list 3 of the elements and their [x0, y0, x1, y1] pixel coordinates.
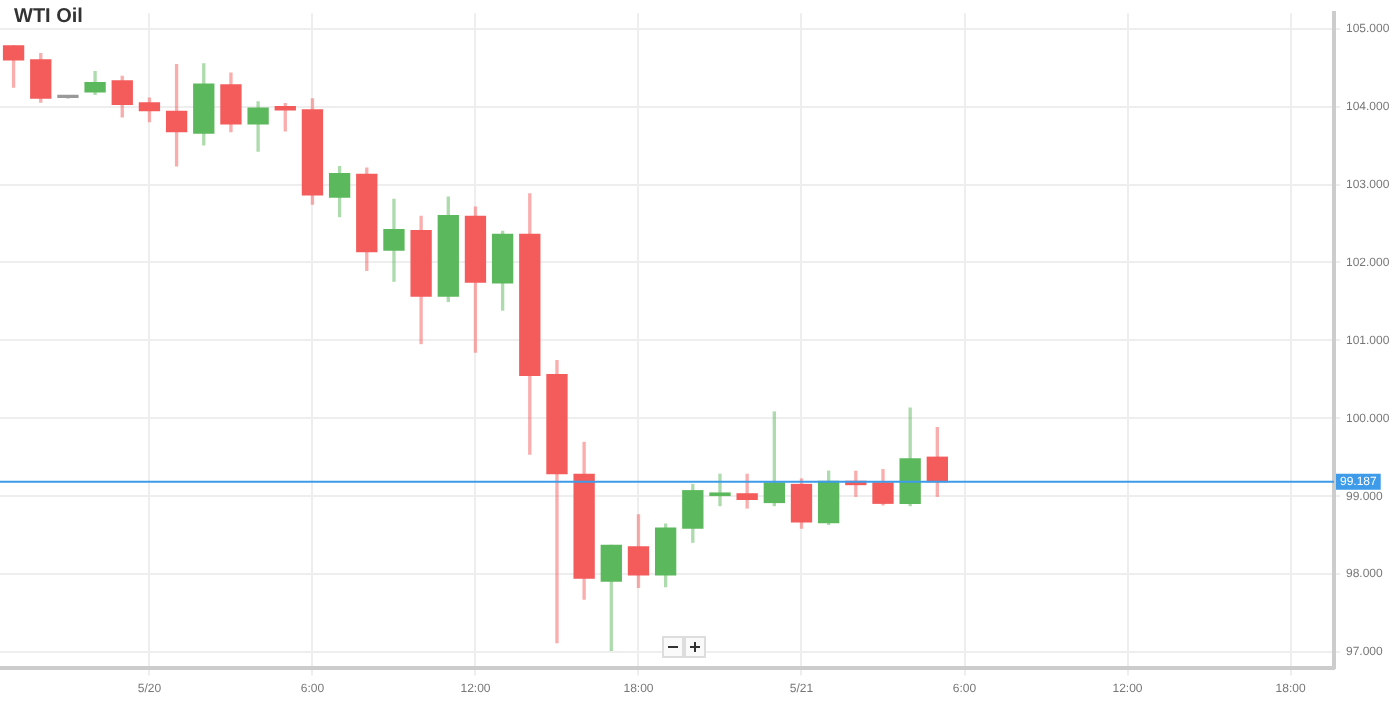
chart-title: WTI Oil	[14, 6, 83, 28]
candlestick	[736, 473, 758, 509]
candlestick	[709, 473, 731, 507]
